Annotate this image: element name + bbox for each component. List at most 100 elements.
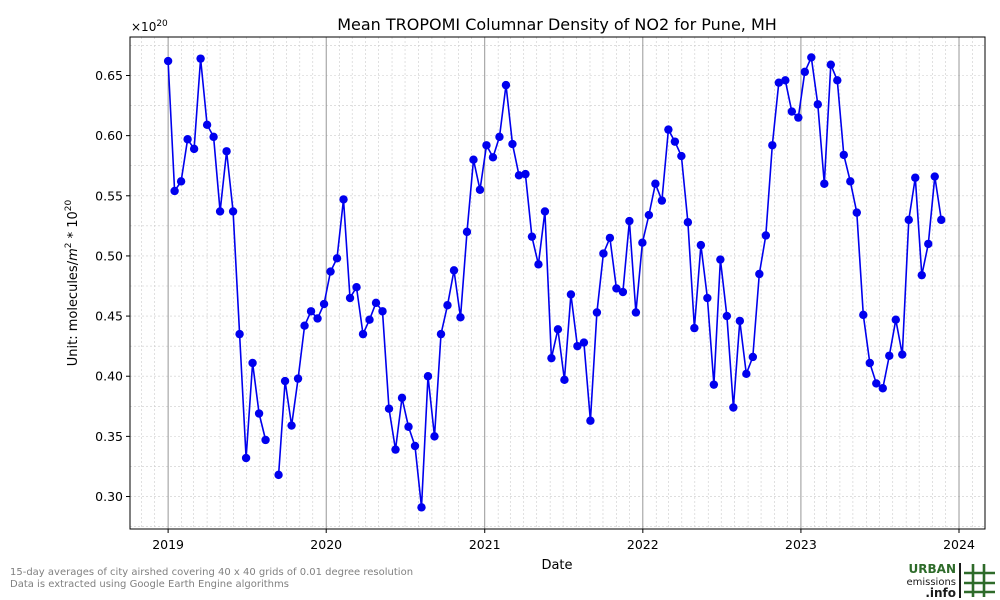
data-point (391, 445, 400, 454)
data-point (820, 179, 829, 188)
data-point (612, 284, 621, 293)
data-point (865, 358, 874, 368)
data-point (573, 341, 582, 351)
grid-layer (130, 37, 986, 529)
y-offset-label: ×1020 (131, 19, 168, 34)
footnote-line-2: Data is extracted using Google Earth Eng… (10, 579, 289, 590)
data-point (742, 369, 751, 379)
data-point (826, 60, 836, 69)
logo-word-info: .info (925, 586, 956, 600)
data-point (521, 169, 530, 179)
data-point (339, 195, 348, 204)
data-point (170, 186, 179, 196)
y-axis-label-exponent: 20 (64, 199, 74, 211)
data-point (404, 422, 413, 431)
series-line (167, 57, 267, 459)
data-point (443, 301, 452, 310)
data-point (800, 67, 810, 77)
data-point (891, 315, 900, 324)
data-point (846, 177, 855, 186)
data-point (631, 308, 641, 317)
data-point (787, 107, 797, 116)
data-point (748, 352, 758, 362)
data-point (898, 350, 907, 359)
y-axis-label: Unit: molecules/m2 * 1020 (64, 199, 81, 366)
x-tick-label: 2019 (152, 537, 184, 552)
data-point (599, 249, 608, 258)
data-point (833, 76, 842, 85)
y-tick-label: 0.50 (95, 248, 123, 263)
data-point (209, 132, 218, 142)
data-point (293, 374, 303, 383)
data-point (241, 453, 251, 463)
data-point (768, 141, 777, 150)
data-point (488, 153, 498, 162)
footnote-line-1: 15-day averages of city airshed covering… (10, 567, 414, 578)
data-point (904, 215, 913, 225)
data-point (345, 293, 355, 303)
data-point (807, 53, 816, 62)
data-point (651, 179, 660, 188)
data-point (761, 231, 771, 240)
data-point (878, 384, 887, 393)
data-point (222, 147, 231, 156)
urban-emissions-logo: URBAN emissions .info (906, 562, 995, 600)
data-point (560, 375, 569, 385)
logo-word-emissions: emissions (906, 577, 956, 588)
data-point (553, 325, 563, 334)
data-point (657, 196, 667, 205)
data-point (202, 120, 212, 130)
data-point (618, 287, 628, 297)
data-point (371, 298, 381, 308)
data-point (410, 441, 420, 451)
data-point (547, 353, 556, 363)
data-point (183, 135, 192, 144)
data-point (384, 404, 394, 413)
y-tick-label: 0.40 (95, 369, 123, 384)
data-point (501, 80, 511, 90)
data-point (885, 351, 894, 360)
data-point (248, 358, 257, 368)
y-axis-label-m-exponent: 2 (64, 243, 74, 249)
data-point (397, 393, 407, 403)
data-point (566, 290, 576, 299)
data-point (592, 308, 602, 317)
data-point (781, 76, 790, 85)
data-point (605, 233, 615, 243)
data-point (586, 416, 595, 425)
x-tick-label: 2020 (310, 537, 342, 552)
data-point (930, 172, 939, 181)
data-point (794, 113, 803, 122)
y-tick-label: 0.30 (95, 489, 123, 504)
data-point (735, 316, 745, 326)
data-point (924, 239, 933, 249)
x-tick-label: 2022 (627, 537, 659, 552)
data-point (729, 403, 738, 412)
data-point (352, 283, 361, 292)
data-point (274, 470, 283, 480)
data-point (228, 207, 238, 216)
plot-frame (129, 36, 986, 530)
data-point (716, 255, 725, 264)
data-point (911, 173, 920, 182)
axis-layer: 0.30 0.35 0.40 0.45 0.50 0.55 0.60 0.65 2019 2020… (95, 68, 975, 552)
data-point (579, 338, 589, 347)
data-point (189, 144, 199, 154)
data-point (378, 307, 387, 316)
data-point (280, 376, 290, 386)
data-point (638, 238, 647, 247)
data-point (664, 125, 673, 134)
y-tick-label: 0.35 (95, 429, 123, 444)
data-point (456, 313, 465, 322)
x-axis-label: Date (541, 558, 572, 573)
data-point (300, 321, 309, 330)
data-point (462, 227, 472, 237)
y-axis-label-mid: * 10 (66, 211, 81, 242)
x-tick-label: 2021 (469, 537, 501, 552)
data-point (722, 311, 732, 321)
data-point (287, 421, 296, 430)
data-point (261, 435, 270, 445)
data-point (703, 293, 712, 303)
data-point (469, 155, 478, 164)
data-point (839, 150, 848, 160)
